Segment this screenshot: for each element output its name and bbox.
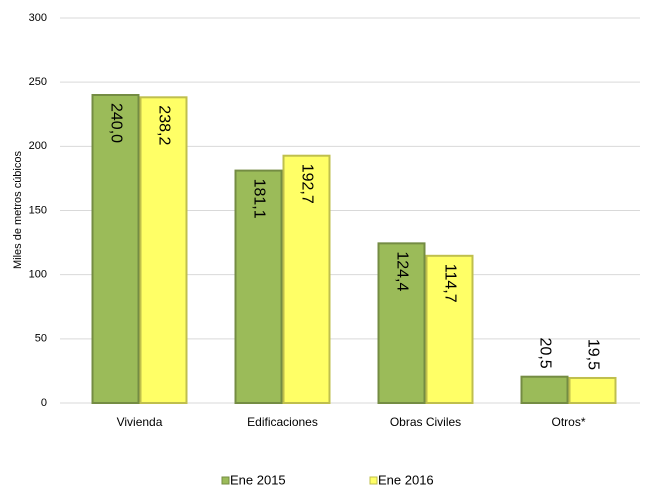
bar [568, 376, 617, 405]
y-tick-label: 150 [29, 204, 47, 216]
y-tick-label: 250 [29, 76, 47, 88]
bar [139, 96, 188, 404]
value-label: 181,1 [250, 179, 267, 219]
bar [91, 94, 140, 404]
value-label: 19,5 [584, 339, 601, 370]
value-label: 238,2 [155, 105, 172, 145]
y-tick-label: 300 [29, 12, 47, 24]
bar [425, 254, 474, 404]
value-label: 192,7 [298, 164, 315, 204]
bar [520, 375, 569, 405]
y-tick-label: 100 [29, 269, 47, 281]
legend-label: Ene 2016 [378, 472, 434, 487]
bar [377, 242, 426, 404]
y-tick-label: 200 [29, 140, 47, 152]
x-tick-label: Edificaciones [247, 415, 318, 429]
legend-swatch [369, 476, 378, 485]
y-tick-label: 0 [41, 397, 47, 409]
x-tick-label: Vivienda [117, 415, 163, 429]
y-axis-label: Miles de metros cúbicos [12, 151, 24, 269]
value-label: 124,4 [393, 251, 410, 291]
y-tick-label: 50 [35, 333, 47, 345]
legend-label: Ene 2015 [230, 472, 286, 487]
x-tick-label: Otros* [551, 415, 585, 429]
value-label: 240,0 [107, 103, 124, 143]
x-tick-label: Obras Civiles [390, 415, 461, 429]
bar [282, 154, 331, 404]
legend-swatch [221, 476, 230, 485]
value-label: 114,7 [441, 264, 458, 303]
bar [234, 169, 283, 404]
value-label: 20,5 [536, 338, 553, 369]
